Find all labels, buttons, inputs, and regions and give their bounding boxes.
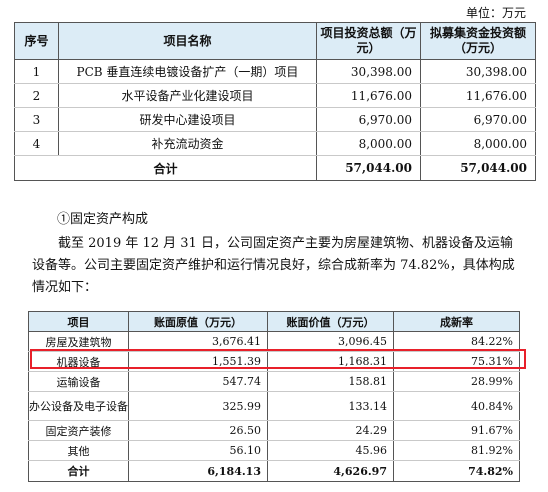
project-name-cell: 补充流动资金 xyxy=(58,131,317,156)
table-header-row: 序号 项目名称 项目投资总额（万元） 拟募集资金投资额（万元） xyxy=(14,22,536,60)
newness-rate-cell: 81.92% xyxy=(393,440,520,461)
table-header-row: 项目 账面原值（万元） 账面价值（万元） 成新率 xyxy=(28,311,520,332)
item-cell: 其他 xyxy=(28,440,129,461)
serial-no-cell: 1 xyxy=(14,59,59,84)
book-value-sum: 4,626.97 xyxy=(267,460,394,482)
table-row: 1 PCB 垂直连续电镀设备扩产（一期）项目 30,398.00 30,398.… xyxy=(14,59,536,84)
total-investment-cell: 30,398.00 xyxy=(316,59,421,84)
book-value-cell: 45.96 xyxy=(267,440,394,461)
original-value-sum: 6,184.13 xyxy=(128,460,268,482)
table-row: 4 补充流动资金 8,000.00 8,000.00 xyxy=(14,131,536,156)
item-cell: 运输设备 xyxy=(28,371,129,392)
total-investment-sum: 57,044.00 xyxy=(316,155,421,181)
raised-funds-cell: 6,970.00 xyxy=(420,107,536,132)
original-value-cell: 547.74 xyxy=(128,371,268,392)
total-label: 合计 xyxy=(28,460,129,482)
item-cell: 房屋及建筑物 xyxy=(28,331,129,352)
section-subheading: ①固定资产构成 xyxy=(57,212,149,227)
header-original-value: 账面原值（万元） xyxy=(128,311,268,332)
header-item: 项目 xyxy=(28,311,129,332)
newness-rate-cell: 75.31% xyxy=(393,351,520,372)
project-name-cell: PCB 垂直连续电镀设备扩产（一期）项目 xyxy=(58,59,317,84)
header-newness-rate: 成新率 xyxy=(393,311,520,332)
item-cell: 固定资产装修 xyxy=(28,420,129,441)
newness-rate-cell: 91.67% xyxy=(393,420,520,441)
book-value-cell: 3,096.45 xyxy=(267,331,394,352)
project-name-cell: 水平设备产业化建设项目 xyxy=(58,83,317,108)
serial-no-cell: 3 xyxy=(14,107,59,132)
newness-rate-cell: 84.22% xyxy=(393,331,520,352)
total-label: 合计 xyxy=(14,155,317,181)
table-row: 房屋及建筑物 3,676.41 3,096.45 84.22% xyxy=(28,331,520,352)
book-value-cell: 158.81 xyxy=(267,371,394,392)
table-row: 机器设备 1,551.39 1,168.31 75.31% xyxy=(28,351,520,372)
raised-funds-sum: 57,044.00 xyxy=(420,155,536,181)
original-value-cell: 56.10 xyxy=(128,440,268,461)
original-value-cell: 325.99 xyxy=(128,391,268,421)
raised-funds-cell: 11,676.00 xyxy=(420,83,536,108)
table-row: 办公设备及电子设备 325.99 133.14 40.84% xyxy=(28,391,520,421)
table-row: 固定资产装修 26.50 24.29 91.67% xyxy=(28,420,520,441)
serial-no-cell: 2 xyxy=(14,83,59,108)
total-investment-cell: 8,000.00 xyxy=(316,131,421,156)
total-investment-cell: 11,676.00 xyxy=(316,83,421,108)
newness-rate-total: 74.82% xyxy=(393,460,520,482)
header-serial-no: 序号 xyxy=(14,22,59,60)
raised-funds-cell: 8,000.00 xyxy=(420,131,536,156)
newness-rate-cell: 28.99% xyxy=(393,371,520,392)
header-raised-funds: 拟募集资金投资额（万元） xyxy=(420,22,536,60)
original-value-cell: 26.50 xyxy=(128,420,268,441)
table-row: 2 水平设备产业化建设项目 11,676.00 11,676.00 xyxy=(14,83,536,108)
item-cell: 办公设备及电子设备 xyxy=(28,391,129,421)
header-project-name: 项目名称 xyxy=(58,22,317,60)
book-value-cell: 24.29 xyxy=(267,420,394,441)
total-investment-cell: 6,970.00 xyxy=(316,107,421,132)
book-value-cell: 133.14 xyxy=(267,391,394,421)
body-paragraph: 截至 2019 年 12 月 31 日，公司固定资产主要为房屋建筑物、机器设备及… xyxy=(32,236,515,295)
total-row: 合计 6,184.13 4,626.97 74.82% xyxy=(28,460,520,482)
fixed-assets-table: 项目 账面原值（万元） 账面价值（万元） 成新率 房屋及建筑物 3,676.41… xyxy=(28,311,520,482)
table-row: 运输设备 547.74 158.81 28.99% xyxy=(28,371,520,392)
unit-label: 单位：万元 xyxy=(465,6,526,20)
header-book-value: 账面价值（万元） xyxy=(267,311,394,332)
total-row: 合计 57,044.00 57,044.00 xyxy=(14,155,536,181)
table-row: 3 研发中心建设项目 6,970.00 6,970.00 xyxy=(14,107,536,132)
table-row: 其他 56.10 45.96 81.92% xyxy=(28,440,520,461)
newness-rate-cell: 40.84% xyxy=(393,391,520,421)
machinery-row-highlight-box xyxy=(30,349,526,369)
header-total-investment: 项目投资总额（万元） xyxy=(316,22,421,60)
project-name-cell: 研发中心建设项目 xyxy=(58,107,317,132)
raised-funds-cell: 30,398.00 xyxy=(420,59,536,84)
investment-projects-table: 序号 项目名称 项目投资总额（万元） 拟募集资金投资额（万元） 1 PCB 垂直… xyxy=(14,22,536,181)
serial-no-cell: 4 xyxy=(14,131,59,156)
